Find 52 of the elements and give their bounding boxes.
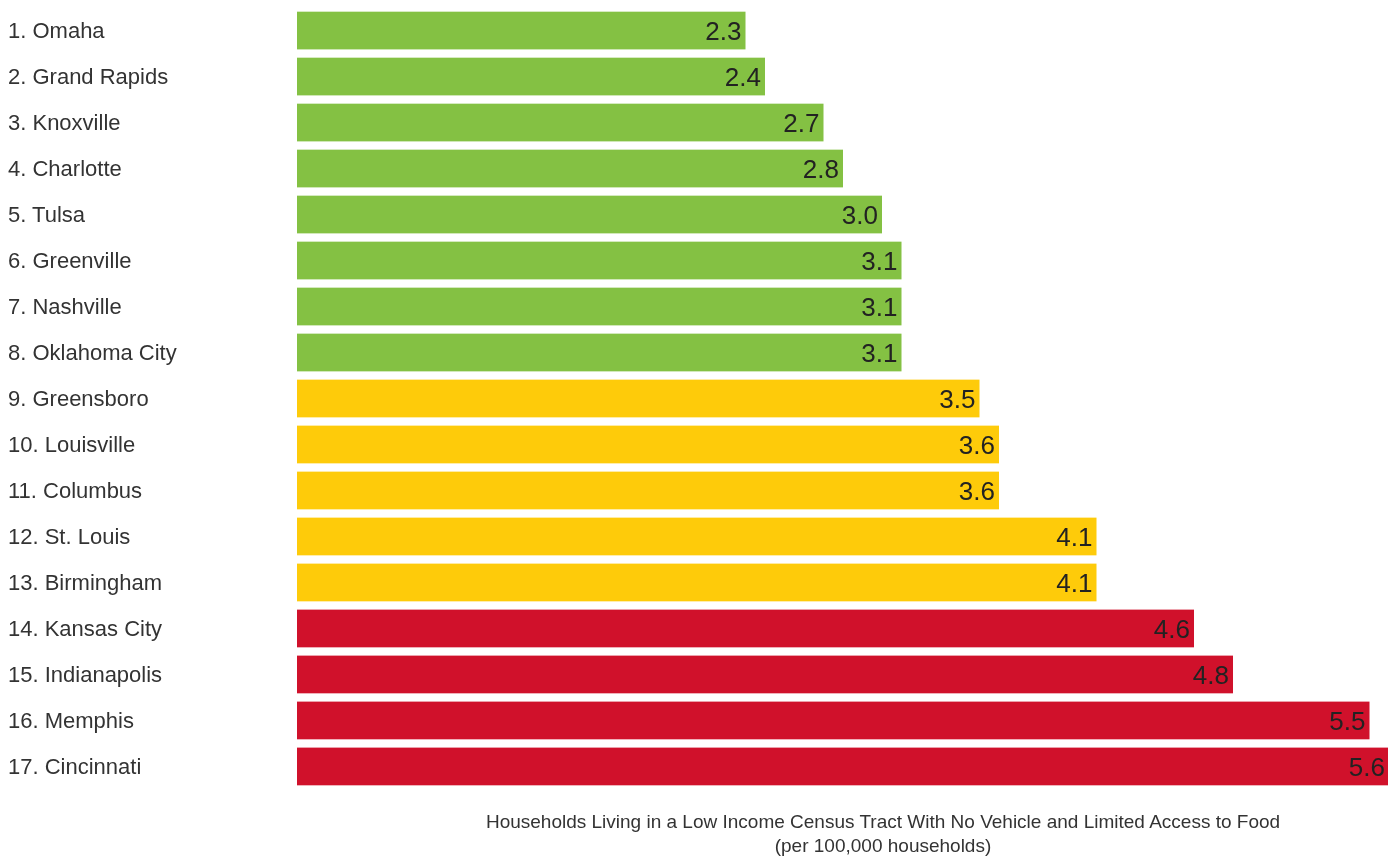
y-tick-label: 16. Memphis xyxy=(8,708,134,734)
y-tick-label: 6. Greenville xyxy=(8,248,132,274)
y-tick-label: 12. St. Louis xyxy=(8,524,131,550)
data-label: 2.7 xyxy=(783,107,820,138)
data-label: 2.4 xyxy=(724,61,761,92)
bar xyxy=(297,701,1370,740)
bar xyxy=(297,241,902,280)
y-tick-label: 9. Greensboro xyxy=(8,386,149,412)
y-tick-label: 10. Louisville xyxy=(8,432,136,458)
bar xyxy=(297,11,746,50)
bar xyxy=(297,149,843,188)
data-label: 3.0 xyxy=(841,199,878,230)
data-label: 5.5 xyxy=(1329,705,1366,736)
y-tick-label: 17. Cincinnati xyxy=(8,754,142,780)
bar xyxy=(297,517,1097,556)
y-tick-label: 13. Birmingham xyxy=(8,570,163,596)
data-label: 3.1 xyxy=(861,291,898,322)
y-tick-label: 7. Nashville xyxy=(8,294,122,320)
y-tick-label: 1. Omaha xyxy=(8,18,106,44)
y-tick-label: 8. Oklahoma City xyxy=(8,340,177,366)
y-tick-label: 11. Columbus xyxy=(8,478,143,504)
y-tick-label: 2. Grand Rapids xyxy=(8,64,169,90)
data-label: 3.1 xyxy=(861,245,898,276)
bar xyxy=(297,747,1388,786)
bar xyxy=(297,425,999,464)
bar xyxy=(297,471,999,510)
data-label: 3.6 xyxy=(958,475,995,506)
y-tick-label: 14. Kansas City xyxy=(8,616,163,642)
y-tick-label: 4. Charlotte xyxy=(8,156,122,182)
bar xyxy=(297,195,882,234)
bar xyxy=(297,103,824,142)
data-label: 3.1 xyxy=(861,337,898,368)
bar xyxy=(297,609,1194,648)
bar xyxy=(297,333,902,372)
bar xyxy=(297,655,1233,694)
y-tick-label: 5. Tulsa xyxy=(8,202,86,228)
data-label: 2.3 xyxy=(705,15,742,46)
data-label: 5.6 xyxy=(1348,751,1385,782)
bar xyxy=(297,287,902,326)
bar xyxy=(297,563,1097,602)
bar xyxy=(297,57,765,96)
x-axis-title: Households Living in a Low Income Census Tract With No Vehicle and Limited Access to Food (per 100,000 households) xyxy=(485,811,1281,856)
data-label: 4.6 xyxy=(1153,613,1190,644)
y-tick-label: 3. Knoxville xyxy=(8,110,121,136)
data-label: 2.8 xyxy=(802,153,839,184)
bar xyxy=(297,379,980,418)
data-label: 4.8 xyxy=(1192,659,1229,690)
data-label: 4.1 xyxy=(1056,521,1093,552)
data-label: 4.1 xyxy=(1056,567,1093,598)
data-label: 3.5 xyxy=(939,383,976,414)
data-label: 3.6 xyxy=(958,429,995,460)
y-tick-label: 15. Indianapolis xyxy=(8,662,163,688)
